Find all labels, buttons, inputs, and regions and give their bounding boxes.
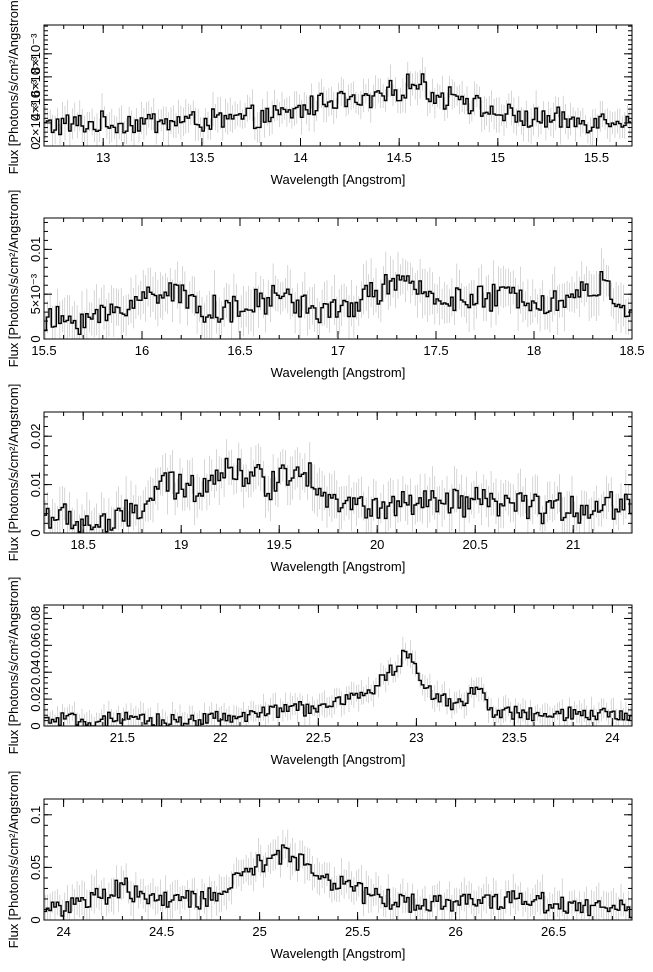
x-tick-label: 23 xyxy=(409,730,423,745)
panel-2: 15.5 16 16.5 17 17.5 18 18.5 0 5×10⁻³ 0.01 Wavelen… xyxy=(6,190,645,380)
error-bars xyxy=(44,829,632,920)
x-tick-label: 21.5 xyxy=(110,730,135,745)
x-tick-label: 23.5 xyxy=(502,730,527,745)
y-tick-label: 0 xyxy=(28,916,43,923)
y-tick-label: 0.01 xyxy=(28,237,43,262)
x-tick-label: 18.5 xyxy=(71,537,96,552)
x-tick-label: 22.5 xyxy=(306,730,331,745)
error-bars xyxy=(44,248,632,339)
y-tick-label: 2×10⁻³ xyxy=(28,102,43,143)
y-tick-label: 8×10⁻³ xyxy=(28,33,43,74)
y-tick-label: 0.04 xyxy=(28,660,43,685)
x-tick-label: 15.5 xyxy=(31,343,56,358)
y-axis-label: Flux [Photons/s/cm²/Angstrom] xyxy=(6,771,21,949)
panel-3: 18.5 19 19.5 20 20.5 21 0 0.01 0.02 Wavelength [A… xyxy=(6,384,633,574)
x-tick-label: 26 xyxy=(448,924,462,939)
y-tick-label: 0 xyxy=(28,335,43,342)
x-tick-label: 24 xyxy=(56,924,70,939)
x-tick-label: 24.5 xyxy=(149,924,174,939)
x-tick-label: 18 xyxy=(527,343,541,358)
x-tick-label: 16 xyxy=(135,343,149,358)
y-tick-label: 0.1 xyxy=(28,806,43,824)
y-axis-label: Flux [Photons/s/cm²/Angstrom] xyxy=(6,190,21,368)
y-tick-label: 0 xyxy=(28,142,43,149)
x-tick-label: 25.5 xyxy=(345,924,370,939)
x-tick-label: 21 xyxy=(566,537,580,552)
y-tick-label: 0.06 xyxy=(28,633,43,658)
spectrum-series xyxy=(44,844,632,919)
x-axis-label: Wavelength [Angstrom] xyxy=(271,559,406,574)
x-tick-label: 14.5 xyxy=(387,150,412,165)
y-tick-label: 0.02 xyxy=(28,686,43,711)
spectrum-series xyxy=(44,73,631,136)
x-tick-label: 24 xyxy=(605,730,619,745)
y-tick-label: 0 xyxy=(28,722,43,729)
x-tick-label: 15.5 xyxy=(584,150,609,165)
plot-frame xyxy=(43,24,633,147)
x-tick-label: 16.5 xyxy=(227,343,252,358)
x-tick-label: 19.5 xyxy=(267,537,292,552)
x-tick-label: 20.5 xyxy=(463,537,488,552)
y-axis-label: Flux [Photons/s/cm²/Angstrom] xyxy=(6,577,21,755)
panel-5: 24 24.5 25 25.5 26 26.5 0 0.05 0.1 Wavelength [An… xyxy=(6,771,633,961)
x-tick-label: 13.5 xyxy=(189,150,214,165)
x-axis-label: Wavelength [Angstrom] xyxy=(271,946,406,961)
panel-1: 13 13.5 14 14.5 15 15.5 02×10⁻³4×10⁻³6×10⁻³8×1… xyxy=(6,0,633,187)
y-tick-label: 0.05 xyxy=(28,855,43,880)
x-tick-label: 19 xyxy=(174,537,188,552)
x-tick-label: 25 xyxy=(252,924,266,939)
x-tick-label: 18.5 xyxy=(619,343,644,358)
error-bars xyxy=(44,439,632,533)
x-tick-label: 14 xyxy=(293,150,307,165)
y-tick-label: 5×10⁻³ xyxy=(28,273,43,314)
x-tick-label: 20 xyxy=(370,537,384,552)
y-tick-label: 0.08 xyxy=(28,606,43,631)
spectrum-series xyxy=(44,457,632,533)
x-tick-label: 17.5 xyxy=(423,343,448,358)
y-axis-label: Flux [Photons/s/cm²/Angstrom] xyxy=(6,384,21,562)
plot-frame xyxy=(43,604,633,727)
error-bars xyxy=(44,636,632,726)
x-tick-label: 26.5 xyxy=(541,924,566,939)
y-tick-label: 6×10⁻³ xyxy=(28,56,43,97)
y-tick-label: 0.02 xyxy=(28,424,43,449)
x-tick-label: 15 xyxy=(491,150,505,165)
x-tick-label: 22 xyxy=(213,730,227,745)
x-axis-label: Wavelength [Angstrom] xyxy=(271,752,406,767)
y-tick-label: 0.01 xyxy=(28,472,43,497)
x-axis-label: Wavelength [Angstrom] xyxy=(271,365,406,380)
plot-frame xyxy=(43,217,633,340)
x-axis-label: Wavelength [Angstrom] xyxy=(271,172,406,187)
y-tick-label: 0 xyxy=(28,529,43,536)
y-tick-label: 4×10⁻³ xyxy=(28,79,43,120)
x-tick-label: 17 xyxy=(331,343,345,358)
y-axis-label: Flux [Photons/s/cm²/Angstrom] xyxy=(6,0,21,174)
panel-4: 21.5 22 22.5 23 23.5 24 0 0.020.04 0.06 0.08 Wavel… xyxy=(6,577,633,767)
spectrum-series xyxy=(44,271,632,335)
x-tick-label: 13 xyxy=(96,150,110,165)
spectrum-series xyxy=(44,649,632,726)
